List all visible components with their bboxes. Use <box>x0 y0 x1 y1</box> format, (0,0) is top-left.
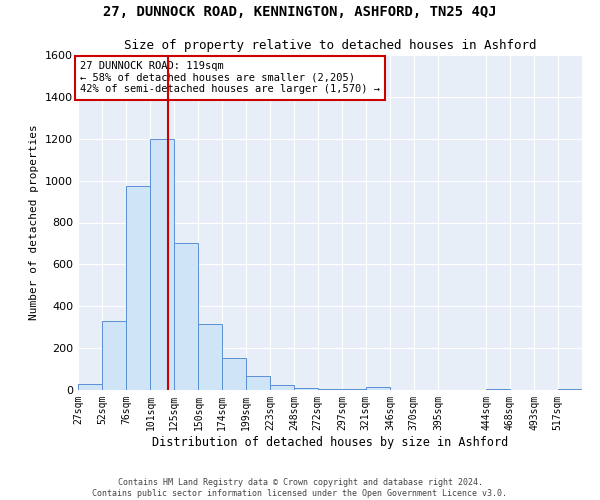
Bar <box>270 385 294 390</box>
Bar <box>318 389 342 390</box>
Bar <box>294 388 318 390</box>
Text: Contains HM Land Registry data © Crown copyright and database right 2024.
Contai: Contains HM Land Registry data © Crown c… <box>92 478 508 498</box>
Bar <box>199 324 222 390</box>
Bar <box>486 389 509 390</box>
Bar <box>557 389 581 390</box>
Bar <box>78 384 103 390</box>
Bar <box>366 387 390 390</box>
Bar <box>151 138 174 390</box>
X-axis label: Distribution of detached houses by size in Ashford: Distribution of detached houses by size … <box>152 436 508 448</box>
Y-axis label: Number of detached properties: Number of detached properties <box>29 124 40 320</box>
Bar <box>103 321 126 390</box>
Bar <box>126 186 151 390</box>
Title: Size of property relative to detached houses in Ashford: Size of property relative to detached ho… <box>124 40 536 52</box>
Bar <box>174 244 199 390</box>
Bar <box>222 358 247 390</box>
Bar <box>247 376 270 390</box>
Text: 27, DUNNOCK ROAD, KENNINGTON, ASHFORD, TN25 4QJ: 27, DUNNOCK ROAD, KENNINGTON, ASHFORD, T… <box>103 5 497 19</box>
Text: 27 DUNNOCK ROAD: 119sqm
← 58% of detached houses are smaller (2,205)
42% of semi: 27 DUNNOCK ROAD: 119sqm ← 58% of detache… <box>80 62 380 94</box>
